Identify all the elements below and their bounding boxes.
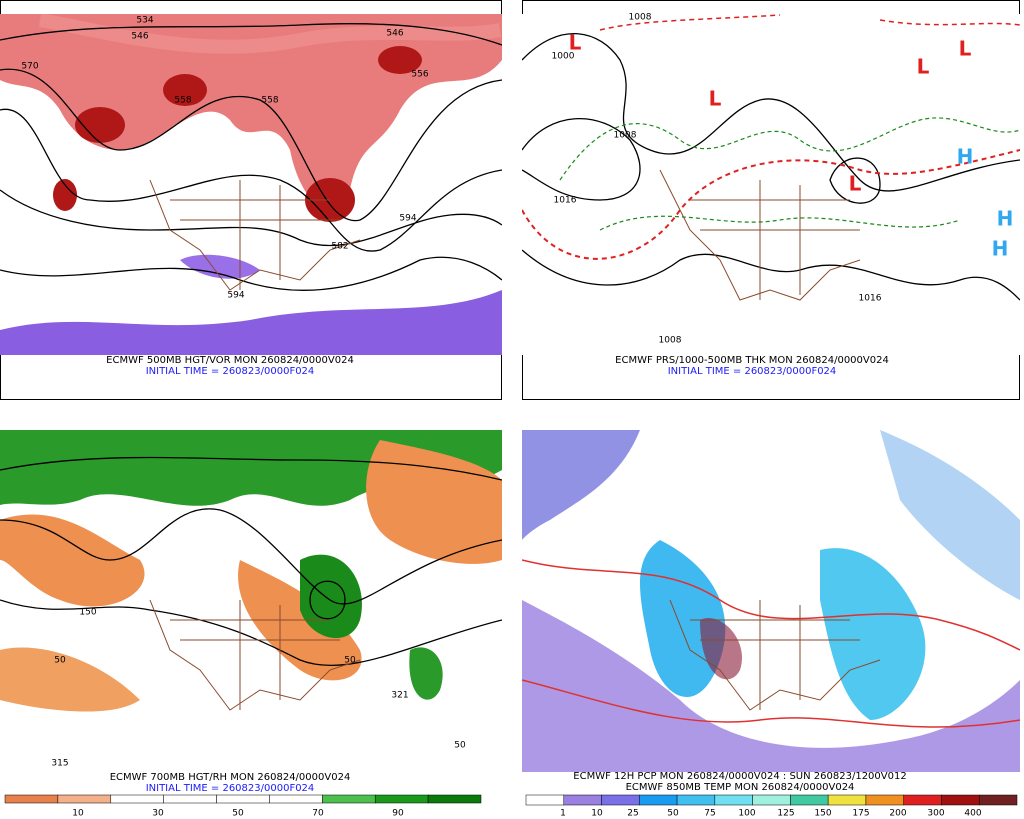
caption: ECMWF 500MB HGT/VOR MON 260824/0000V024 bbox=[106, 355, 354, 366]
contour-label: 150 bbox=[79, 608, 96, 618]
colorbar-segment bbox=[714, 794, 753, 806]
colorbar-segment bbox=[903, 794, 942, 806]
colorbar-label: 75 bbox=[704, 809, 715, 819]
map-precip bbox=[522, 430, 1020, 772]
colorbar-segment bbox=[4, 794, 59, 804]
map-mslp bbox=[522, 14, 1020, 355]
colorbar-label: 125 bbox=[777, 809, 794, 819]
contour-labels: 53454655857055855654659458259410081000LL… bbox=[21, 13, 1013, 769]
colorbar-segment bbox=[163, 794, 217, 804]
contour-label: 556 bbox=[411, 70, 428, 80]
colorbar-label: 175 bbox=[852, 809, 869, 819]
contour-label: 1000 bbox=[552, 52, 575, 62]
colorbar-segment bbox=[57, 794, 112, 804]
caption: ECMWF 700MB HGT/RH MON 260824/0000V024 bbox=[110, 772, 351, 783]
colorbar-segment bbox=[216, 794, 270, 804]
contour-label: 321 bbox=[391, 691, 408, 701]
contour-label: L bbox=[959, 37, 972, 61]
contour-label: 50 bbox=[344, 656, 356, 666]
colorbar-label: 300 bbox=[927, 809, 944, 819]
colorbar-label: 25 bbox=[627, 809, 638, 819]
colorbar-label: 90 bbox=[392, 809, 404, 819]
colorbar-segment bbox=[427, 794, 482, 804]
colorbar-label: 1 bbox=[560, 809, 566, 819]
contour-label: L bbox=[569, 31, 582, 55]
colorbar-segment bbox=[941, 794, 980, 806]
colorbar-segment bbox=[525, 794, 565, 806]
map-500mb bbox=[0, 14, 502, 355]
contour-label: 594 bbox=[227, 291, 244, 301]
colorbar-label: 10 bbox=[72, 809, 84, 819]
colorbar-segment bbox=[639, 794, 678, 806]
contour-label: 1016 bbox=[554, 196, 577, 206]
colorbar-label: 50 bbox=[667, 809, 679, 819]
contour-label: L bbox=[709, 87, 722, 111]
colorbar-label: 200 bbox=[889, 809, 906, 819]
colorbar-segment bbox=[601, 794, 640, 806]
contour-label: 546 bbox=[131, 32, 148, 42]
contour-label: H bbox=[997, 207, 1014, 231]
contour-label: 558 bbox=[261, 96, 278, 106]
colorbar-segment bbox=[676, 794, 716, 806]
contour-label: 50 bbox=[54, 656, 66, 666]
contour-label: 1016 bbox=[859, 294, 882, 304]
caption: ECMWF 12H PCP MON 260824/0000V024 : SUN … bbox=[573, 771, 906, 782]
colorbar-segment bbox=[752, 794, 791, 806]
colorbar-label: 30 bbox=[152, 809, 164, 819]
colorbar-label: 150 bbox=[814, 809, 831, 819]
captions: ECMWF 500MB HGT/VOR MON 260824/0000V024I… bbox=[106, 355, 907, 794]
initial-time: ECMWF 850MB TEMP MON 260824/0000V024 bbox=[626, 782, 855, 793]
contour-label: 594 bbox=[399, 214, 416, 224]
contour-label: 1008 bbox=[629, 13, 652, 23]
colorbar-segment bbox=[978, 794, 1018, 806]
colorbars: 10 30 50 70 90 1 10 25 50 75 100 125 150 175 200 300 400 bbox=[4, 794, 1018, 819]
initial-time: INITIAL TIME = 260823/0000F024 bbox=[146, 783, 315, 794]
colorbar-label: 10 bbox=[591, 809, 603, 819]
colorbar-segment bbox=[110, 794, 164, 804]
colorbar-label: 70 bbox=[312, 809, 324, 819]
caption: ECMWF PRS/1000-500MB THK MON 260824/0000… bbox=[615, 355, 889, 366]
colorbar-label: 50 bbox=[232, 809, 244, 819]
contour-label: 315 bbox=[51, 759, 68, 769]
contour-label: H bbox=[957, 145, 974, 169]
colorbar-segment bbox=[790, 794, 829, 806]
contour-label: 558 bbox=[174, 96, 191, 106]
colorbar-segment bbox=[865, 794, 904, 806]
colorbar-label: 100 bbox=[738, 809, 755, 819]
colorbar-segment bbox=[827, 794, 867, 806]
contour-label: 50 bbox=[454, 741, 466, 751]
contour-label: 546 bbox=[386, 29, 403, 39]
contour-label: 570 bbox=[21, 62, 38, 72]
initial-time: INITIAL TIME = 260823/0000F024 bbox=[668, 366, 837, 377]
colorbar-label: 400 bbox=[964, 809, 981, 819]
colorbar-segment bbox=[374, 794, 429, 804]
colorbar-segment bbox=[322, 794, 376, 804]
contour-label: 582 bbox=[331, 242, 348, 252]
initial-time: INITIAL TIME = 260823/0000F024 bbox=[146, 366, 315, 377]
contour-label: H bbox=[992, 237, 1009, 261]
contour-label: 534 bbox=[136, 16, 153, 26]
map-700mb bbox=[0, 430, 502, 772]
contour-label: 1008 bbox=[659, 336, 682, 346]
contour-label: L bbox=[849, 172, 862, 196]
colorbar-segment bbox=[269, 794, 323, 804]
contour-label: L bbox=[917, 55, 930, 79]
contour-label: 1008 bbox=[614, 131, 637, 141]
colorbar-segment bbox=[563, 794, 602, 806]
